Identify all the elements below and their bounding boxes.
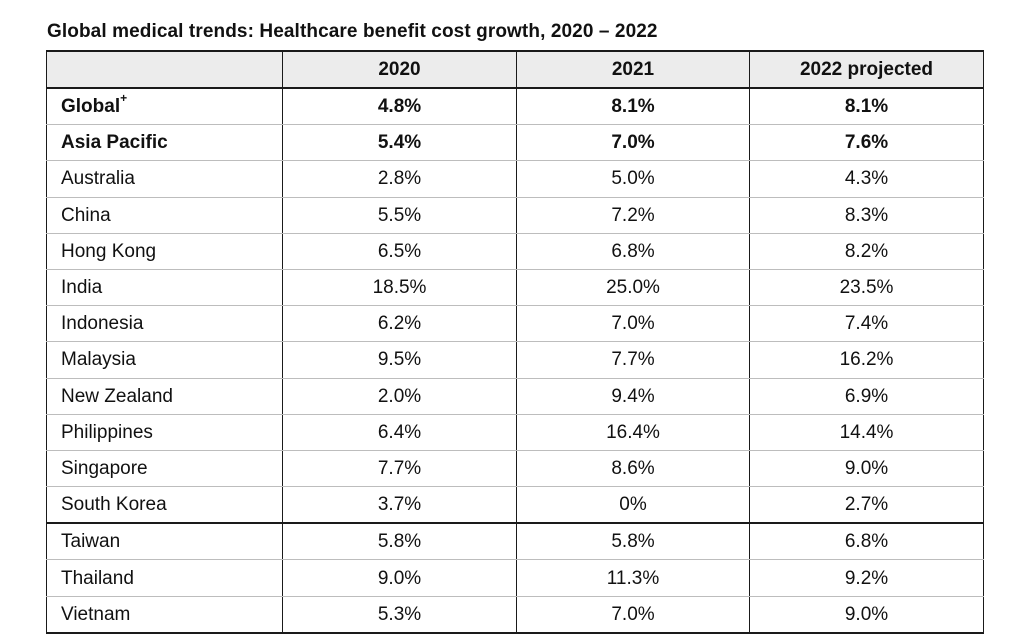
row-label: China <box>46 196 283 234</box>
cell-2022-projected: 6.8% <box>749 522 984 561</box>
header-cell-2022-projected: 2022 projected <box>749 50 984 89</box>
row-label: Hong Kong <box>46 232 283 270</box>
row-label: Global+ <box>46 87 283 126</box>
row-label: Australia <box>46 160 283 198</box>
cell-2021: 7.0% <box>516 595 750 634</box>
cell-2021: 8.1% <box>516 87 750 126</box>
row-label: Indonesia <box>46 305 283 343</box>
cell-2022-projected: 6.9% <box>749 377 984 415</box>
row-label: Philippines <box>46 413 283 451</box>
cell-2020: 6.2% <box>282 305 517 343</box>
header-cell-2021: 2021 <box>516 50 750 89</box>
table-row: Australia 2.8% 5.0% 4.3% <box>46 160 984 198</box>
footnote-marker: + <box>120 90 128 105</box>
table-row: Malaysia 9.5% 7.7% 16.2% <box>46 341 984 379</box>
row-label: Asia Pacific <box>46 124 283 162</box>
cell-2020: 5.8% <box>282 522 517 561</box>
cell-2020: 6.4% <box>282 413 517 451</box>
header-cell-2020: 2020 <box>282 50 517 89</box>
cell-2020: 2.0% <box>282 377 517 415</box>
cell-2021: 16.4% <box>516 413 750 451</box>
cell-2022-projected: 9.0% <box>749 449 984 488</box>
table-row: Taiwan 5.8% 5.8% 6.8% <box>46 522 984 561</box>
cell-2022-projected: 7.6% <box>749 124 984 162</box>
row-label: South Korea <box>46 486 283 524</box>
cell-2022-projected: 8.1% <box>749 87 984 126</box>
cell-2021: 7.7% <box>516 341 750 379</box>
header-cell-region <box>46 50 283 89</box>
table-row: Singapore 7.7% 8.6% 9.0% <box>46 449 984 488</box>
table-row: Thailand 9.0% 11.3% 9.2% <box>46 559 984 597</box>
cell-2021: 5.0% <box>516 160 750 198</box>
cell-2021: 9.4% <box>516 377 750 415</box>
row-label-text: Global <box>61 96 121 118</box>
cell-2022-projected: 8.3% <box>749 196 984 234</box>
cell-2020: 6.5% <box>282 232 517 270</box>
cell-2022-projected: 7.4% <box>749 305 984 343</box>
cell-2020: 5.5% <box>282 196 517 234</box>
cost-growth-table: 2020 2021 2022 projected Global+ 4.8% 8.… <box>46 50 984 634</box>
cell-2020: 9.5% <box>282 341 517 379</box>
row-label: Taiwan <box>46 522 283 561</box>
cell-2022-projected: 9.0% <box>749 595 984 634</box>
cell-2022-projected: 16.2% <box>749 341 984 379</box>
cell-2021: 25.0% <box>516 268 750 307</box>
table-row: Hong Kong 6.5% 6.8% 8.2% <box>46 232 984 270</box>
cell-2020: 3.7% <box>282 486 517 524</box>
row-label: Malaysia <box>46 341 283 379</box>
cell-2021: 6.8% <box>516 232 750 270</box>
cell-2020: 5.4% <box>282 124 517 162</box>
table-row: Indonesia 6.2% 7.0% 7.4% <box>46 305 984 343</box>
cell-2020: 4.8% <box>282 87 517 126</box>
row-label: Singapore <box>46 449 283 488</box>
table-row: China 5.5% 7.2% 8.3% <box>46 196 984 234</box>
table-row: South Korea 3.7% 0% 2.7% <box>46 486 984 524</box>
table-row: New Zealand 2.0% 9.4% 6.9% <box>46 377 984 415</box>
cell-2021: 5.8% <box>516 522 750 561</box>
cell-2021: 8.6% <box>516 449 750 488</box>
table-row: Global+ 4.8% 8.1% 8.1% <box>46 87 984 126</box>
table-row: Philippines 6.4% 16.4% 14.4% <box>46 413 984 451</box>
cell-2020: 18.5% <box>282 268 517 307</box>
cell-2022-projected: 4.3% <box>749 160 984 198</box>
cell-2020: 2.8% <box>282 160 517 198</box>
cell-2020: 9.0% <box>282 559 517 597</box>
cell-2022-projected: 23.5% <box>749 268 984 307</box>
cell-2021: 7.0% <box>516 305 750 343</box>
table-row: Asia Pacific 5.4% 7.0% 7.6% <box>46 124 984 162</box>
table-row: India 18.5% 25.0% 23.5% <box>46 268 984 307</box>
cell-2021: 11.3% <box>516 559 750 597</box>
cell-2021: 0% <box>516 486 750 524</box>
table-row: Vietnam 5.3% 7.0% 9.0% <box>46 595 984 634</box>
cell-2020: 7.7% <box>282 449 517 488</box>
cell-2022-projected: 14.4% <box>749 413 984 451</box>
cell-2022-projected: 9.2% <box>749 559 984 597</box>
cell-2020: 5.3% <box>282 595 517 634</box>
row-label: India <box>46 268 283 307</box>
cell-2021: 7.0% <box>516 124 750 162</box>
row-label: Thailand <box>46 559 283 597</box>
cell-2022-projected: 2.7% <box>749 486 984 524</box>
table-header-row: 2020 2021 2022 projected <box>46 50 984 89</box>
cell-2021: 7.2% <box>516 196 750 234</box>
row-label: New Zealand <box>46 377 283 415</box>
table-title: Global medical trends: Healthcare benefi… <box>47 21 658 42</box>
cell-2022-projected: 8.2% <box>749 232 984 270</box>
row-label: Vietnam <box>46 595 283 634</box>
